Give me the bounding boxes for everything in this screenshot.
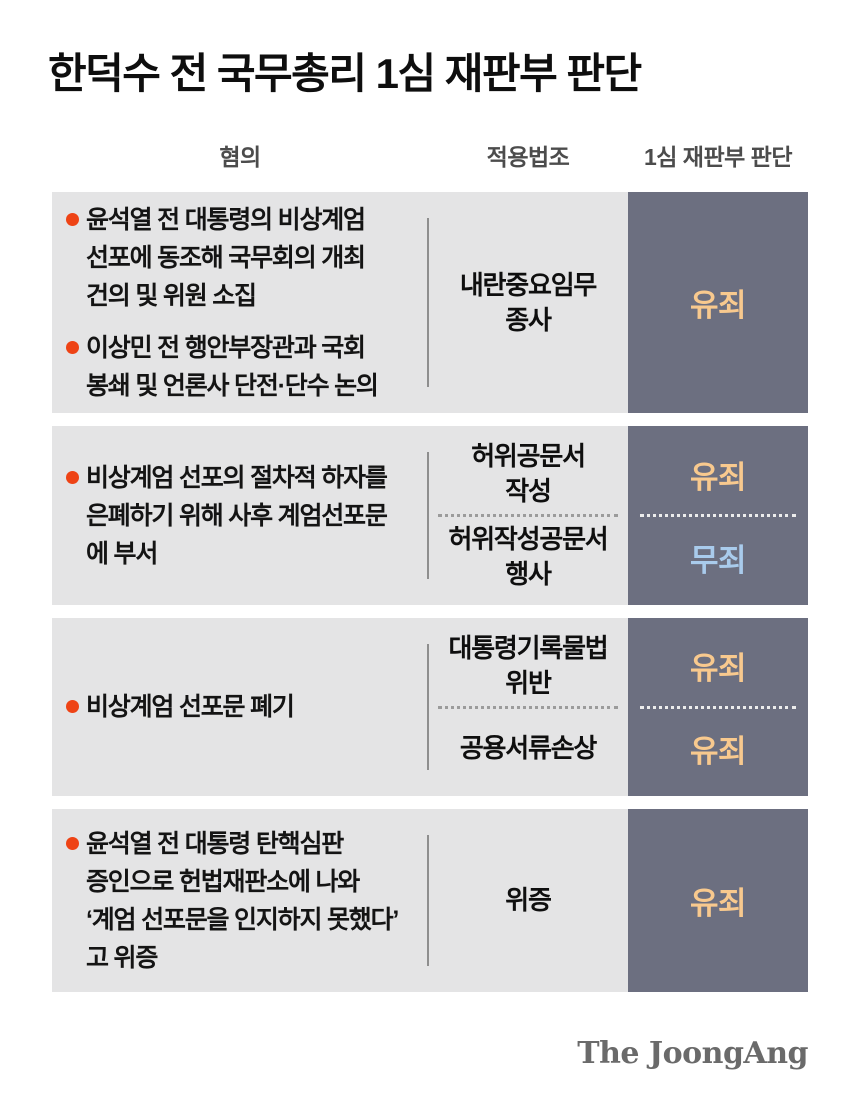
table-row: 비상계엄 선포의 절차적 하자를 은폐하기 위해 사후 계엄선포문 에 부서 허… xyxy=(52,426,808,605)
laws-cell: 대통령기록물법 위반 공용서류손상 xyxy=(428,618,628,796)
laws-cell: 위증 xyxy=(428,809,628,992)
law-name: 허위작성공문서 행사 xyxy=(448,524,608,589)
column-header-verdict: 1심 재판부 판단 xyxy=(643,144,793,170)
table-row: 비상계엄 선포문 폐기 대통령기록물법 위반 공용서류손상 유죄 유죄 xyxy=(52,618,808,796)
table-row: 윤석열 전 대통령 탄핵심판 증인으로 헌법재판소에 나와 ‘계엄 선포문을 인… xyxy=(52,809,808,992)
column-divider xyxy=(427,218,429,387)
charge-item: 이상민 전 행안부장관과 국회 봉쇄 및 언론사 단전·단수 논의 xyxy=(66,329,412,405)
verdict-cell: 유죄 무죄 xyxy=(628,426,808,605)
verdict-table: 윤석열 전 대통령의 비상계엄 선포에 동조해 국무회의 개최 건의 및 위원 … xyxy=(52,192,808,992)
joongang-logo: The JoongAng xyxy=(577,1036,808,1071)
verdict-label: 유죄 xyxy=(689,733,747,769)
verdict-cell: 유죄 xyxy=(628,809,808,992)
charge-item: 비상계엄 선포문 폐기 xyxy=(66,688,412,726)
verdict-label: 유죄 xyxy=(689,288,747,323)
law-name: 공용서류손상 xyxy=(459,732,598,763)
laws-cell: 허위공문서 작성 허위작성공문서 행사 xyxy=(428,426,628,605)
law-name: 대통령기록물법 위반 xyxy=(448,632,608,698)
charge-text: 비상계엄 선포문 폐기 xyxy=(86,693,295,721)
column-headers: 혐의 적용법조 1심 재판부 판단 xyxy=(52,138,808,172)
verdict-label: 유죄 xyxy=(689,459,747,495)
column-divider xyxy=(427,452,429,579)
verdict-cell: 유죄 유죄 xyxy=(628,618,808,796)
verdict-label: 무죄 xyxy=(689,542,747,578)
dotted-separator xyxy=(640,705,796,709)
dotted-separator xyxy=(438,705,618,709)
charges-cell: 비상계엄 선포의 절차적 하자를 은폐하기 위해 사후 계엄선포문 에 부서 xyxy=(52,426,428,605)
bullet-icon xyxy=(66,700,79,713)
charge-text: 비상계엄 선포의 절차적 하자를 은폐하기 위해 사후 계엄선포문 에 부서 xyxy=(86,463,388,568)
verdict-label: 유죄 xyxy=(689,886,747,921)
charge-item: 윤석열 전 대통령 탄핵심판 증인으로 헌법재판소에 나와 ‘계엄 선포문을 인… xyxy=(66,825,412,977)
bullet-icon xyxy=(66,836,79,850)
bullet-icon xyxy=(66,470,79,484)
charges-cell: 윤석열 전 대통령 탄핵심판 증인으로 헌법재판소에 나와 ‘계엄 선포문을 인… xyxy=(52,809,428,992)
column-divider xyxy=(427,835,429,966)
dotted-separator xyxy=(438,514,618,517)
law-name: 허위공문서 작성 xyxy=(471,441,586,506)
bullet-icon xyxy=(66,340,79,354)
law-name: 내란중요임무 종사 xyxy=(459,269,598,335)
dotted-separator xyxy=(640,514,796,517)
column-divider xyxy=(427,644,429,770)
column-header-law: 적용법조 xyxy=(486,144,570,170)
table-row: 윤석열 전 대통령의 비상계엄 선포에 동조해 국무회의 개최 건의 및 위원 … xyxy=(52,192,808,413)
laws-cell: 내란중요임무 종사 xyxy=(428,192,628,413)
verdict-label: 유죄 xyxy=(689,651,747,687)
charges-cell: 윤석열 전 대통령의 비상계엄 선포에 동조해 국무회의 개최 건의 및 위원 … xyxy=(52,192,428,413)
verdict-cell: 유죄 xyxy=(628,192,808,413)
bullet-icon xyxy=(66,212,79,226)
column-header-charges: 혐의 xyxy=(219,144,261,170)
charge-text: 이상민 전 행안부장관과 국회 봉쇄 및 언론사 단전·단수 논의 xyxy=(86,333,379,400)
page-title: 한덕수 전 국무총리 1심 재판부 판단 xyxy=(48,50,642,97)
charges-cell: 비상계엄 선포문 폐기 xyxy=(52,618,428,796)
charge-text: 윤석열 전 대통령 탄핵심판 증인으로 헌법재판소에 나와 ‘계엄 선포문을 인… xyxy=(86,829,399,972)
charge-item: 윤석열 전 대통령의 비상계엄 선포에 동조해 국무회의 개최 건의 및 위원 … xyxy=(66,201,412,315)
law-name: 위증 xyxy=(505,885,552,915)
charge-text: 윤석열 전 대통령의 비상계엄 선포에 동조해 국무회의 개최 건의 및 위원 … xyxy=(86,205,366,310)
charge-item: 비상계엄 선포의 절차적 하자를 은폐하기 위해 사후 계엄선포문 에 부서 xyxy=(66,459,412,573)
